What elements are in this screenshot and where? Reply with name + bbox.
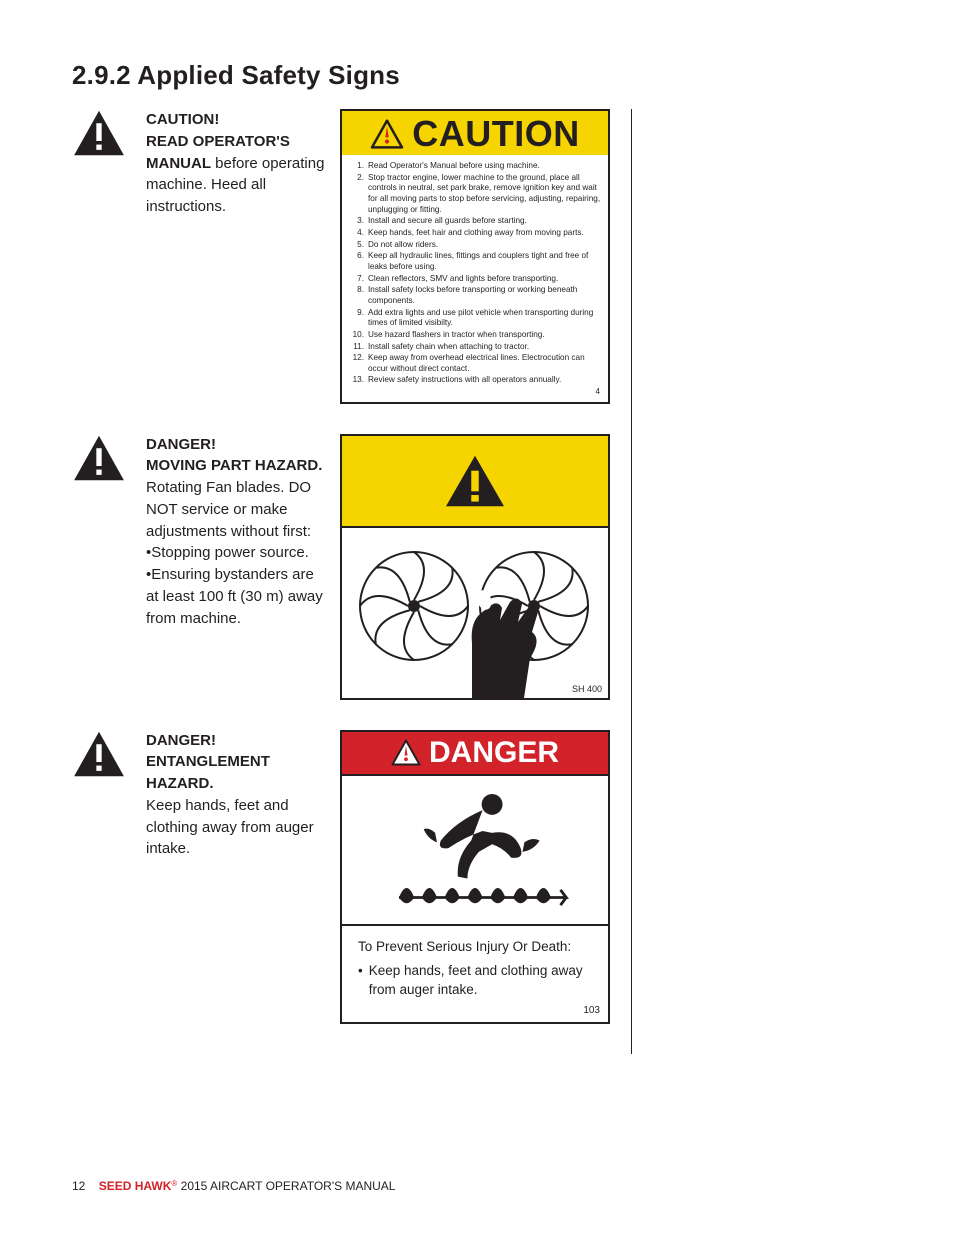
caution-list-item: 5.Do not allow riders. bbox=[350, 240, 602, 251]
caution-list-item: 10.Use hazard flashers in tractor when t… bbox=[350, 330, 602, 341]
danger-text-heading: To Prevent Serious Injury Or Death: bbox=[358, 938, 594, 957]
page-footer: 12 SEED HAWK® 2015 AIRCART OPERATOR'S MA… bbox=[72, 1179, 395, 1193]
moving-text: DANGER! MOVING PART HAZARD. Rotating Fan… bbox=[146, 434, 326, 700]
block-moving: DANGER! MOVING PART HAZARD. Rotating Fan… bbox=[72, 434, 609, 700]
caution-item-list: 1.Read Operator's Manual before using ma… bbox=[350, 161, 602, 386]
block-entangle: DANGER! ENTANGLEMENT HAZARD. Keep hands,… bbox=[72, 730, 609, 1024]
footer-rest: 2015 AIRCART OPERATOR'S MANUAL bbox=[181, 1179, 396, 1193]
entangle-heading2: ENTANGLEMENT HAZARD. bbox=[146, 753, 270, 792]
entangle-text: DANGER! ENTANGLEMENT HAZARD. Keep hands,… bbox=[146, 730, 326, 1024]
caution-list-item: 8.Install safety locks before transporti… bbox=[350, 285, 602, 306]
caution-list-item: 9.Add extra lights and use pilot vehicle… bbox=[350, 308, 602, 329]
caution-list-item: 3.Install and secure all guards before s… bbox=[350, 216, 602, 227]
warning-icon bbox=[72, 109, 126, 157]
moving-heading1: DANGER! bbox=[146, 436, 216, 453]
moving-label-code: SH 400 bbox=[572, 684, 602, 694]
moving-body: Rotating Fan blades. DO NOT service or m… bbox=[146, 477, 326, 629]
caution-text: CAUTION! READ OPERATOR'S MANUAL before o… bbox=[146, 109, 326, 404]
warning-icon bbox=[442, 452, 508, 510]
caution-list-item: 13.Review safety instructions with all o… bbox=[350, 375, 602, 386]
caution-list-item: 7.Clean reflectors, SMV and lights befor… bbox=[350, 274, 602, 285]
footer-brand: SEED HAWK bbox=[99, 1179, 172, 1193]
entangle-body: Keep hands, feet and clothing away from … bbox=[146, 797, 314, 858]
page-number: 12 bbox=[72, 1179, 85, 1193]
moving-safety-label: SH 400 bbox=[340, 434, 610, 700]
danger-label-code: 103 bbox=[583, 1004, 600, 1018]
block-caution: CAUTION! READ OPERATOR'S MANUAL before o… bbox=[72, 109, 609, 404]
caution-safety-label: CAUTION 1.Read Operator's Manual before … bbox=[340, 109, 610, 404]
warning-icon bbox=[370, 119, 404, 149]
caution-list-item: 1.Read Operator's Manual before using ma… bbox=[350, 161, 602, 172]
caution-list-item: 4.Keep hands, feet hair and clothing awa… bbox=[350, 228, 602, 239]
warning-icon bbox=[391, 739, 421, 766]
danger-safety-label: DANGER bbox=[340, 730, 610, 1024]
danger-label-word: DANGER bbox=[429, 736, 559, 770]
warning-icon bbox=[72, 434, 126, 482]
caution-list-item: 11.Install safety chain when attaching t… bbox=[350, 342, 602, 353]
caution-label-word: CAUTION bbox=[412, 113, 580, 155]
caution-list-item: 12.Keep away from overhead electrical li… bbox=[350, 353, 602, 374]
caution-heading1: CAUTION! bbox=[146, 111, 219, 128]
warning-icon bbox=[72, 730, 126, 778]
left-column: CAUTION! READ OPERATOR'S MANUAL before o… bbox=[72, 109, 632, 1054]
section-title: 2.9.2 Applied Safety Signs bbox=[72, 60, 894, 91]
caution-list-item: 2.Stop tractor engine, lower machine to … bbox=[350, 173, 602, 216]
moving-heading2: MOVING PART HAZARD. bbox=[146, 457, 322, 474]
auger-entangle-icon bbox=[380, 780, 570, 920]
fan-hand-hazard-icon bbox=[342, 528, 608, 698]
caution-label-footer: 4 bbox=[350, 387, 602, 397]
caution-list-item: 6.Keep all hydraulic lines, fittings and… bbox=[350, 251, 602, 272]
danger-bullet: Keep hands, feet and clothing away from … bbox=[369, 962, 594, 1000]
entangle-heading1: DANGER! bbox=[146, 732, 216, 749]
